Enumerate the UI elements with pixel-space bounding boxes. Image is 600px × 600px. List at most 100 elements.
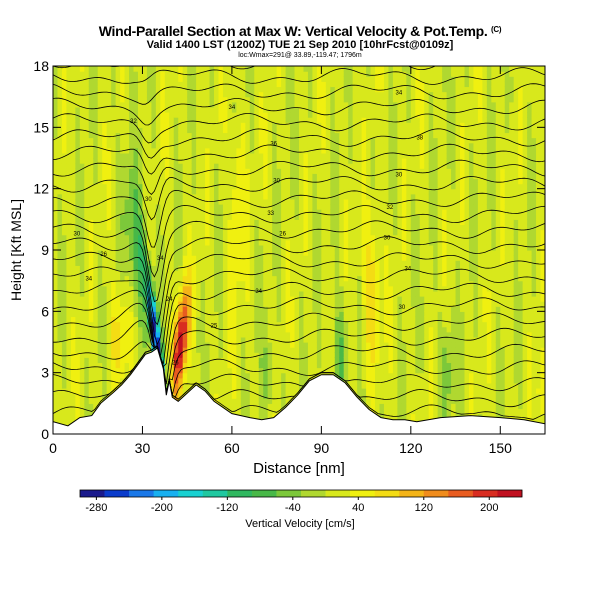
field-cell xyxy=(218,219,224,226)
field-cell xyxy=(263,311,269,318)
field-cell xyxy=(70,76,76,82)
field-cell xyxy=(285,81,291,88)
field-cell xyxy=(222,270,229,277)
field-cell xyxy=(330,106,336,113)
field-cell xyxy=(214,204,220,210)
field-cell xyxy=(173,326,179,333)
field-cell xyxy=(218,214,224,220)
field-cell xyxy=(249,331,255,338)
field-cell xyxy=(133,158,139,164)
field-cell xyxy=(214,71,220,77)
field-cell xyxy=(106,229,112,236)
field-cell xyxy=(214,198,220,205)
field-cell xyxy=(79,316,85,323)
field-cell xyxy=(155,76,161,82)
field-cell xyxy=(339,234,345,241)
field-cell xyxy=(53,418,59,425)
field-cell xyxy=(178,265,184,272)
field-cell xyxy=(290,188,296,195)
field-cell xyxy=(205,81,211,88)
field-cell xyxy=(191,96,197,103)
field-cell xyxy=(236,336,242,343)
field-cell xyxy=(231,91,237,98)
field-cell xyxy=(245,408,251,415)
field-cell xyxy=(352,112,358,118)
field-cell xyxy=(312,296,318,302)
field-cell xyxy=(151,209,157,215)
field-cell xyxy=(209,86,215,93)
field-cell xyxy=(178,311,184,318)
field-cell xyxy=(124,285,130,292)
field-cell xyxy=(160,275,166,282)
field-cell xyxy=(196,357,202,364)
field-cell xyxy=(61,91,68,98)
field-cell xyxy=(88,403,94,410)
field-cell xyxy=(263,244,269,251)
field-cell xyxy=(160,352,166,358)
field-cell xyxy=(276,250,282,256)
field-cell xyxy=(258,214,264,220)
field-cell xyxy=(209,255,215,261)
field-cell xyxy=(88,372,94,379)
field-cell xyxy=(164,106,170,113)
field-cell xyxy=(258,147,264,154)
field-cell xyxy=(249,382,255,389)
field-cell xyxy=(281,306,287,312)
field-cell xyxy=(321,347,327,353)
field-cell xyxy=(111,260,117,266)
field-cell xyxy=(61,188,68,195)
field-cell xyxy=(307,301,314,307)
field-cell xyxy=(209,137,215,144)
field-cell xyxy=(240,280,246,287)
field-cell xyxy=(75,311,81,318)
field-cell xyxy=(285,66,291,72)
field-cell xyxy=(357,357,363,364)
field-cell xyxy=(267,168,273,174)
field-cell xyxy=(88,301,94,307)
field-cell xyxy=(276,66,282,72)
field-cell xyxy=(160,81,166,88)
field-cell xyxy=(236,132,242,139)
field-cell xyxy=(249,209,255,215)
field-cell xyxy=(321,132,327,139)
field-cell xyxy=(155,96,161,103)
field-cell xyxy=(267,285,273,292)
field-cell xyxy=(339,362,345,369)
field-cell xyxy=(352,311,358,318)
field-cell xyxy=(240,204,246,210)
field-cell xyxy=(334,306,340,312)
field-cell xyxy=(164,342,170,348)
field-cell xyxy=(66,377,72,384)
field-cell xyxy=(200,280,206,287)
field-cell xyxy=(133,270,139,277)
field-cell xyxy=(321,224,327,231)
field-cell xyxy=(240,398,246,404)
field-cell xyxy=(316,250,322,256)
field-cell xyxy=(218,142,224,149)
field-cell xyxy=(205,188,211,195)
field-cell xyxy=(120,347,126,353)
field-cell xyxy=(187,367,193,374)
field-cell xyxy=(115,76,121,82)
field-cell xyxy=(205,265,211,272)
field-cell xyxy=(173,331,179,338)
field-cell xyxy=(352,117,358,123)
field-cell xyxy=(66,372,72,379)
field-cell xyxy=(285,393,291,399)
field-cell xyxy=(339,219,345,226)
field-cell xyxy=(102,81,108,88)
field-cell xyxy=(93,173,99,180)
field-cell xyxy=(160,132,166,139)
field-cell xyxy=(231,275,237,282)
field-cell xyxy=(133,188,139,195)
field-cell xyxy=(111,96,117,103)
field-cell xyxy=(267,229,273,236)
field-cell xyxy=(339,321,345,328)
field-cell xyxy=(115,290,121,297)
field-cell xyxy=(272,260,278,266)
field-cell xyxy=(281,342,287,348)
field-cell xyxy=(93,106,99,113)
field-cell xyxy=(93,137,99,144)
field-cell xyxy=(299,352,305,358)
field-cell xyxy=(115,147,121,154)
